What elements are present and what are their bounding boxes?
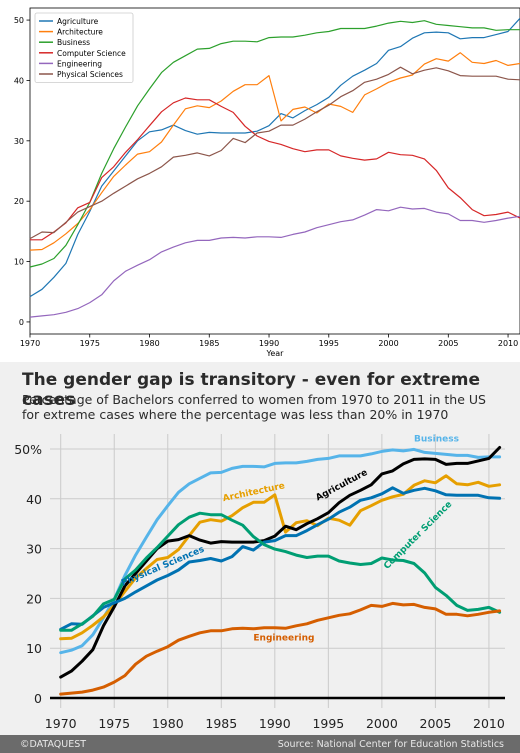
top-xtick-label: 1990 <box>259 339 279 348</box>
top-legend-label: Agriculture <box>57 17 99 26</box>
bottom-xtick-label: 1995 <box>312 716 344 731</box>
top-ytick-label: 20 <box>14 197 24 206</box>
top-ytick-label: 50 <box>14 16 24 25</box>
bottom-xtick-label: 1970 <box>45 716 77 731</box>
bottom-annotation-engineering: Engineering <box>253 634 314 644</box>
footer-credit: ©DATAQUEST <box>20 739 86 750</box>
top-xtick-label: 1970 <box>20 339 40 348</box>
bottom-ytick-label: 40 <box>26 492 42 507</box>
bottom-xtick-label: 1985 <box>205 716 237 731</box>
top-ytick-label: 0 <box>19 318 24 327</box>
bottom-ytick-label: 0 <box>34 691 42 706</box>
top-ytick-label: 10 <box>14 258 24 267</box>
bottom-ytick-label: 30 <box>26 542 42 557</box>
footer-bar: ©DATAQUEST Source: National Center for E… <box>0 735 520 753</box>
bottom-annotation-business: Business <box>414 434 459 444</box>
top-chart-svg: 0 10 20 30 40 50 1970 1975 1980 1985 1990 1995 2000 2… <box>0 0 520 360</box>
top-legend-label: Physical Sciences <box>57 70 123 79</box>
bottom-panel: 0 10 20 30 40 50% 1970 1975 1980 1985 1990 1995 2000… <box>0 362 520 753</box>
bottom-annotation-computer-science: Computer Science <box>382 500 454 572</box>
bottom-annotation-agriculture: Agriculture <box>314 468 369 504</box>
bottom-ytick-label: 50% <box>14 442 42 457</box>
bottom-ytick-label: 20 <box>26 591 42 606</box>
bottom-annotation-physical-sciences: Physical Sciences <box>120 545 206 589</box>
top-xtick-label: 2010 <box>498 339 518 348</box>
bottom-xtick-label: 1980 <box>152 716 184 731</box>
top-xtick-label: 2000 <box>378 339 398 348</box>
bottom-xtick-label: 2005 <box>420 716 452 731</box>
top-xtick-label: 1980 <box>139 339 159 348</box>
bottom-xtick-label: 2000 <box>366 716 398 731</box>
top-legend-label: Business <box>57 38 90 47</box>
top-xtick-label: 2005 <box>438 339 458 348</box>
bottom-xtick-label: 1990 <box>259 716 291 731</box>
top-xtick-label: 1975 <box>80 339 100 348</box>
top-legend-label: Architecture <box>57 28 103 37</box>
top-ytick-label: 40 <box>14 76 24 85</box>
top-legend-label: Engineering <box>57 59 102 68</box>
top-xtick-label: 1995 <box>319 339 339 348</box>
top-xtick-label: 1985 <box>199 339 219 348</box>
footer-source: Source: National Center for Education St… <box>278 739 504 750</box>
bottom-series-engineering-line <box>61 603 500 694</box>
bottom-xtick-label: 2010 <box>473 716 505 731</box>
top-chart: 0 10 20 30 40 50 1970 1975 1980 1985 1990 1995 2000 2… <box>0 0 520 360</box>
bottom-xtick-label: 1975 <box>98 716 130 731</box>
top-ytick-label: 30 <box>14 137 24 146</box>
bottom-series-architecture-line <box>61 476 500 639</box>
bottom-ytick-label: 10 <box>26 641 42 656</box>
top-x-axis-label: Year <box>266 349 285 358</box>
top-legend-label: Computer Science <box>57 49 126 58</box>
bottom-chart-subtitle: Percentage of Bachelors conferred to wom… <box>22 392 502 422</box>
